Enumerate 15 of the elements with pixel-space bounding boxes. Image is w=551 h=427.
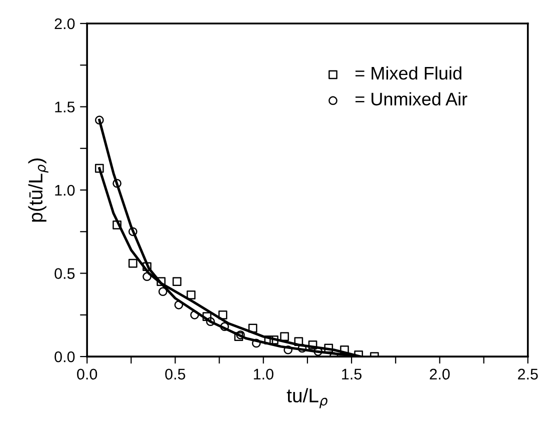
y-tick-label: 1.0 — [55, 184, 75, 196]
x-axis-title: tu/L$_{ρ}$ — [286, 388, 328, 408]
y-tick-label: 0.0 — [54, 351, 75, 362]
y-axis-title: p(tū/L$_{ρ}$) — [28, 158, 48, 222]
x-tick-label: 2.5 — [518, 368, 538, 380]
y-tick-label: 0.5 — [54, 268, 75, 279]
x-tick-label: 1.0 — [254, 368, 274, 380]
legend-label: = Unmixed Air — [356, 92, 468, 106]
y-tick-label: 2.0 — [54, 18, 75, 30]
x-tick-label: 2.0 — [430, 368, 450, 380]
legend-label: = Mixed Fluid — [356, 66, 462, 80]
x-tick-label: 0.5 — [165, 368, 186, 380]
y-tick-label: 1.5 — [55, 102, 75, 112]
x-tick-label: 0.0 — [77, 368, 98, 380]
x-tick-label: 1.5 — [342, 368, 362, 380]
